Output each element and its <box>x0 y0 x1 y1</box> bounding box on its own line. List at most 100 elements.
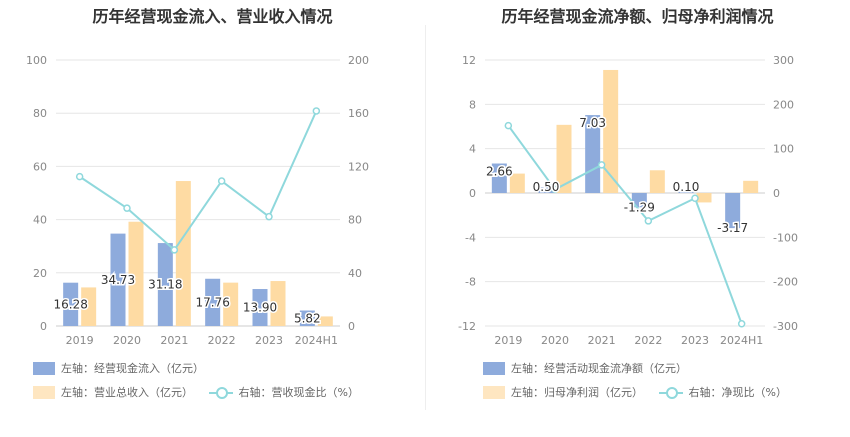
chart-title: 历年经营现金流入、营业收入情况 <box>92 7 333 26</box>
x-tick-label: 2022 <box>634 334 662 347</box>
ratio-point <box>691 194 699 202</box>
chart-title: 历年经营现金流净额、归母净利润情况 <box>501 7 774 26</box>
chart-svg-right: -12 -8 -4 0 4 8 12 -300 -200 -100 0 100 200 300 2019 20… <box>458 54 798 347</box>
bar-data-label: 17.76 <box>195 295 229 309</box>
ratio-point <box>504 121 513 130</box>
legend-swatch <box>483 385 505 399</box>
y-right-tick-label: 200 <box>773 98 794 111</box>
bar-primary <box>63 282 79 326</box>
legend-row-2: 左轴：归母净利润（亿元） 右轴：净现比（%） <box>483 384 799 402</box>
bar-primary <box>678 191 694 193</box>
ratio-point <box>123 204 131 212</box>
bar-data-label: 0.50 <box>533 180 560 194</box>
x-tick-label: 2024H1 <box>295 334 338 347</box>
legend-line-marker <box>658 386 683 399</box>
legend-item-net-profit[interactable]: 左轴：归母净利润（亿元） <box>483 384 643 400</box>
x-tick-label: 2022 <box>208 334 236 347</box>
bar-primary <box>491 163 507 193</box>
y-right-tick-label: 80 <box>348 214 362 227</box>
ratio-point <box>217 177 226 185</box>
ratio-line <box>507 125 743 325</box>
y-right-tick-label: 200 <box>348 54 369 67</box>
chart-svg-left: 0 20 40 60 80 100 0 40 80 120 160 200 2019 2020 2021 20… <box>26 54 369 347</box>
y-right-tick-label: -200 <box>773 276 798 289</box>
bar-secondary <box>81 287 97 326</box>
bar-data-label: 16.28 <box>53 297 87 311</box>
y-left-tick-label: 20 <box>33 267 47 280</box>
x-tick-label: 2020 <box>113 334 141 347</box>
y-left-tick-label: 8 <box>469 98 476 111</box>
bar-data-label: 13.90 <box>243 301 277 315</box>
y-right-tick-label: 120 <box>348 160 369 173</box>
bar-data-label: -1.29 <box>624 200 655 214</box>
bar-secondary <box>509 173 525 193</box>
y-right-tick-label: -100 <box>773 231 798 244</box>
legend-row-2: 左轴：营业总收入（亿元） 右轴：营收现金比（%） <box>33 384 371 402</box>
y-left-tick-label: 40 <box>33 214 47 227</box>
bar-secondary <box>603 69 619 193</box>
bar-data-label: 31.18 <box>148 278 182 292</box>
bar-secondary <box>649 170 665 193</box>
legend-line-marker <box>208 386 233 399</box>
bar-primary <box>631 193 647 208</box>
legend-item-net-ratio[interactable]: 右轴：净现比（%） <box>658 384 787 400</box>
y-right-tick-label: 40 <box>348 267 362 280</box>
legend-item-revenue[interactable]: 左轴：营业总收入（亿元） <box>33 384 193 400</box>
legend-label: 左轴：经营活动现金流净额（亿元） <box>511 362 687 375</box>
bar-data-label: 5.82 <box>294 311 321 325</box>
bar-primary <box>585 115 601 193</box>
bar-primary <box>252 289 268 326</box>
legend-row-1: 左轴：经营活动现金流净额（亿元） <box>483 360 699 378</box>
bar-secondary <box>128 221 144 326</box>
ratio-point <box>170 246 179 254</box>
y-right-tick-label: -300 <box>773 320 798 333</box>
bar-data-label: 34.73 <box>101 273 135 287</box>
y-left-tick-label: -12 <box>458 320 476 333</box>
legend-row-1: 左轴：经营现金流入（亿元） <box>33 360 216 378</box>
y-left-tick-label: 0 <box>40 320 47 333</box>
ratio-point <box>75 172 84 181</box>
x-tick-label: 2021 <box>160 334 188 347</box>
bar-secondary <box>223 282 239 326</box>
legend-label: 左轴：营业总收入（亿元） <box>61 386 193 399</box>
bar-secondary <box>743 180 759 193</box>
legend-label: 左轴：经营现金流入（亿元） <box>61 362 204 375</box>
bar-primary <box>157 243 173 326</box>
bar-primary <box>110 233 126 326</box>
legend-swatch <box>483 361 505 375</box>
ratio-point <box>265 212 273 221</box>
ratio-point <box>551 185 559 194</box>
legend-item-net-cash[interactable]: 左轴：经营活动现金流净额（亿元） <box>483 360 687 376</box>
bar-data-label: -3.17 <box>717 221 748 235</box>
y-left-tick-label: 100 <box>26 54 47 67</box>
y-right-tick-label: 0 <box>773 187 780 200</box>
bar-secondary <box>175 181 191 326</box>
bar-secondary <box>696 193 712 203</box>
legend-swatch <box>33 385 55 399</box>
y-left-tick-label: -4 <box>465 231 476 244</box>
ratio-point <box>597 161 606 169</box>
y-left-tick-label: 80 <box>33 107 47 120</box>
bar-secondary <box>556 124 572 193</box>
legend-swatch <box>33 361 55 375</box>
legend-item-cash-inflow[interactable]: 左轴：经营现金流入（亿元） <box>33 360 204 376</box>
ratio-point <box>737 320 746 328</box>
legend-label: 左轴：归母净利润（亿元） <box>511 386 643 399</box>
legend-label: 右轴：营收现金比（%） <box>238 386 359 399</box>
ratio-point <box>644 217 653 225</box>
x-tick-label: 2023 <box>681 334 709 347</box>
legend-item-ratio[interactable]: 右轴：营收现金比（%） <box>208 384 359 400</box>
chart-panel-right: 历年经营现金流净额、归母净利润情况 -12 -8 -4 0 4 8 12 -300 -200 -1… <box>425 0 850 437</box>
x-tick-label: 2019 <box>66 334 94 347</box>
bar-primary <box>538 187 554 193</box>
bar-secondary <box>317 316 333 326</box>
y-right-tick-label: 300 <box>773 54 794 67</box>
bar-secondary <box>270 281 286 326</box>
ratio-point <box>312 107 321 115</box>
bar-primary <box>299 310 315 326</box>
ratio-line <box>79 110 318 252</box>
panel-divider <box>425 25 426 410</box>
y-left-tick-label: 60 <box>33 160 47 173</box>
x-tick-label: 2020 <box>541 334 569 347</box>
bar-data-label: 2.66 <box>486 165 513 179</box>
